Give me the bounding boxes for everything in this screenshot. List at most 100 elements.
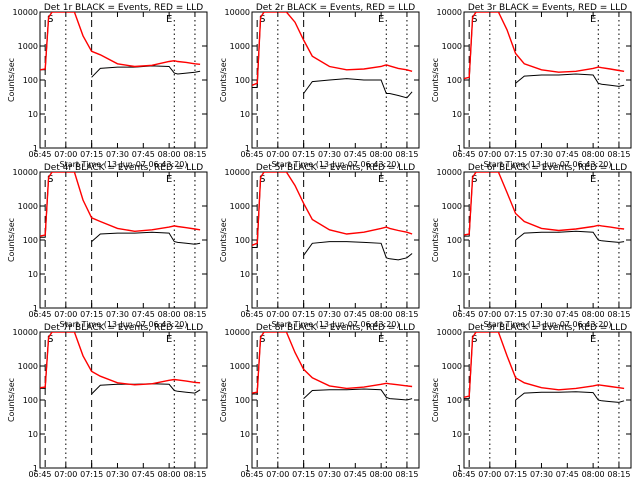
- chart-panel: S E 1 10 100 1000 10000 06:45 07:00 07:15 07:30 07:…: [431, 3, 632, 169]
- x-tick-label: 08:00: [582, 150, 605, 159]
- x-tick-label: 07:00: [478, 310, 501, 319]
- y-axis-label: Counts/sec: [431, 378, 440, 422]
- marker-label-end: E: [590, 334, 596, 345]
- x-tick-label: 07:15: [80, 310, 103, 319]
- x-tick-label: 07:30: [318, 150, 341, 159]
- y-tick-label: 1: [33, 464, 38, 473]
- series-line-lld: [252, 332, 413, 394]
- x-tick-label: 07:45: [132, 150, 155, 159]
- chart-title: Det 5r BLACK = Events, RED = LLD: [256, 163, 415, 173]
- series-line-events: [40, 332, 201, 395]
- x-axis-label: Start Time (13-Jun-07 06:43:20): [60, 160, 188, 169]
- y-tick-label: 100: [447, 76, 462, 85]
- data-series-group: [252, 12, 413, 99]
- chart-title: Det 8r BLACK = Events, RED = LLD: [256, 323, 415, 333]
- x-tick-label: 08:15: [395, 150, 418, 159]
- marker-label-end: E: [166, 14, 172, 25]
- y-tick-label: 1000: [442, 42, 462, 51]
- x-tick-label: 06:45: [240, 310, 263, 319]
- x-tick-label: 06:45: [28, 470, 51, 479]
- y-axis-label: Counts/sec: [7, 218, 16, 262]
- y-axis-label: Counts/sec: [219, 378, 228, 422]
- x-tick-label: 07:45: [556, 150, 579, 159]
- marker-label-start: S: [259, 174, 265, 185]
- x-tick-label: 07:00: [54, 470, 77, 479]
- data-series-group: [252, 172, 413, 261]
- y-tick-label: 1000: [18, 362, 38, 371]
- y-tick-label: 1000: [230, 42, 250, 51]
- x-tick-label: 08:00: [582, 470, 605, 479]
- y-tick-label: 100: [235, 76, 250, 85]
- y-tick-label: 10: [452, 270, 462, 279]
- x-tick-label: 08:15: [183, 310, 206, 319]
- marker-label-start: S: [471, 334, 477, 345]
- plot-frame: [39, 171, 208, 309]
- y-axis-label: Counts/sec: [7, 378, 16, 422]
- series-line-lld: [464, 12, 625, 80]
- y-tick-label: 10000: [13, 8, 38, 17]
- x-tick-label: 06:45: [452, 310, 475, 319]
- y-tick-label: 1: [245, 464, 250, 473]
- y-tick-label: 10: [452, 430, 462, 439]
- y-tick-label: 1000: [18, 202, 38, 211]
- series-line-lld: [464, 332, 625, 398]
- x-tick-label: 07:30: [318, 470, 341, 479]
- y-tick-label: 1: [33, 304, 38, 313]
- chart-panel: S E 1 10 100 1000 10000 06:45 07:00 07:15 07:30 07:…: [7, 3, 208, 169]
- x-tick-label: 07:00: [478, 150, 501, 159]
- x-tick-label: 07:30: [106, 470, 129, 479]
- data-series-group: [40, 332, 201, 395]
- marker-label-end: E: [166, 334, 172, 345]
- y-axis-label: Counts/sec: [7, 58, 16, 102]
- x-tick-label: 08:15: [395, 310, 418, 319]
- x-tick-label: 08:15: [607, 470, 630, 479]
- data-series-group: [40, 172, 201, 245]
- x-tick-label: 07:30: [318, 310, 341, 319]
- marker-label-start: S: [471, 174, 477, 185]
- y-tick-label: 100: [447, 236, 462, 245]
- x-tick-label: 08:00: [158, 470, 181, 479]
- x-tick-label: 07:15: [80, 150, 103, 159]
- series-line-lld: [40, 12, 201, 71]
- series-line-events: [40, 12, 201, 78]
- plot-frame: [463, 171, 632, 309]
- y-tick-label: 100: [23, 236, 38, 245]
- y-tick-label: 10: [240, 270, 250, 279]
- y-tick-label: 1: [33, 144, 38, 153]
- x-tick-label: 08:00: [370, 470, 393, 479]
- y-tick-label: 1000: [230, 202, 250, 211]
- x-tick-label: 06:45: [240, 470, 263, 479]
- x-axis-label: Start Time (13-Jun-07 06:43:20): [60, 320, 188, 329]
- x-tick-label: 06:45: [28, 150, 51, 159]
- series-line-events: [464, 12, 625, 87]
- x-tick-label: 07:15: [292, 470, 315, 479]
- series-line-events: [252, 332, 413, 401]
- y-tick-label: 1000: [230, 362, 250, 371]
- chart-panel: S E 1 10 100 1000 10000 06:45 07:00 07:15 07:30 07:…: [7, 163, 208, 329]
- marker-label-start: S: [259, 14, 265, 25]
- x-tick-label: 06:45: [28, 310, 51, 319]
- x-tick-label: 07:15: [504, 470, 527, 479]
- y-tick-label: 1000: [18, 42, 38, 51]
- x-tick-label: 07:00: [266, 470, 289, 479]
- chart-title: Det 6r BLACK = Events, RED = LLD: [468, 163, 627, 173]
- marker-label-start: S: [47, 334, 53, 345]
- marker-label-start: S: [471, 14, 477, 25]
- y-tick-label: 10000: [13, 168, 38, 177]
- x-tick-label: 07:45: [132, 470, 155, 479]
- marker-label-start: S: [259, 334, 265, 345]
- marker-label-end: E: [590, 174, 596, 185]
- series-line-lld: [464, 172, 625, 236]
- y-tick-label: 1: [457, 304, 462, 313]
- plot-frame: [251, 171, 420, 309]
- x-tick-label: 06:45: [240, 150, 263, 159]
- x-tick-label: 07:15: [292, 150, 315, 159]
- y-tick-label: 10000: [225, 8, 250, 17]
- y-tick-label: 100: [235, 236, 250, 245]
- plot-frame: [463, 331, 632, 469]
- y-tick-label: 1: [245, 304, 250, 313]
- y-tick-label: 10000: [225, 328, 250, 337]
- plot-frame: [463, 11, 632, 149]
- x-tick-label: 07:45: [556, 470, 579, 479]
